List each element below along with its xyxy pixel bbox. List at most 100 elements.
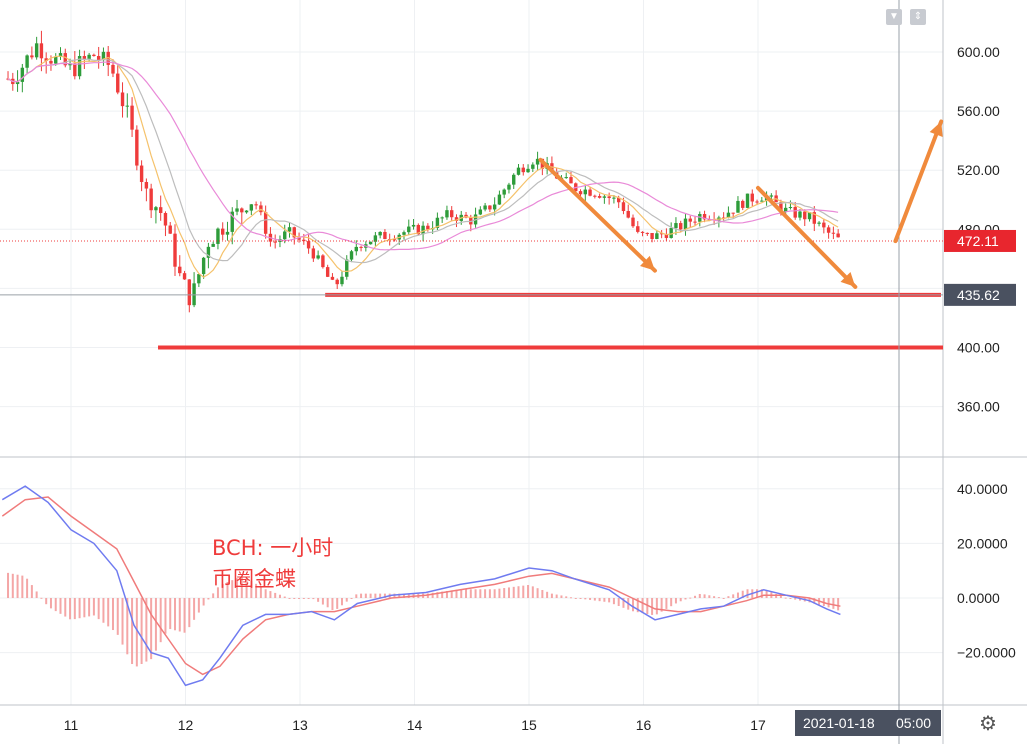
candle (779, 202, 783, 212)
crosshair-time-label: 05:00 (896, 715, 931, 731)
macd-histogram-bar (837, 598, 840, 611)
macd-histogram-bar (221, 583, 224, 598)
candle (192, 283, 196, 306)
candle (664, 234, 669, 238)
candle (707, 219, 712, 221)
candle (612, 197, 616, 199)
macd-histogram-bar (517, 586, 520, 598)
candle (225, 231, 230, 235)
candle (34, 43, 39, 58)
candle (607, 196, 611, 199)
candle (426, 225, 430, 230)
macd-line (1, 485, 841, 687)
macd-histogram-bar (698, 593, 701, 598)
time-tick-label: 14 (407, 717, 423, 733)
macd-histogram-bar (164, 598, 167, 634)
macd-histogram-bar (727, 596, 730, 598)
candle (383, 231, 387, 240)
macd-histogram-bar (832, 598, 835, 609)
macd-histogram-bar (507, 587, 510, 598)
candle (316, 255, 320, 259)
macd-tick-label: −20.0000 (957, 645, 1016, 661)
candle (826, 227, 831, 233)
candle (154, 207, 158, 211)
macd-histogram-bar (135, 598, 138, 667)
candle (435, 217, 440, 228)
time-tick-label: 12 (178, 717, 194, 733)
trend-arrowhead (840, 272, 856, 287)
macd-histogram-bar (765, 590, 768, 598)
macd-histogram-bar (760, 589, 763, 598)
macd-histogram-bar (560, 595, 563, 598)
macd-histogram-bar (283, 596, 286, 598)
macd-histogram-bar (30, 585, 33, 598)
macd-histogram-bar (140, 598, 143, 665)
macd-histogram-bar (188, 598, 191, 628)
macd-histogram-bar (655, 598, 658, 615)
candle (77, 56, 82, 77)
ma-slow-line (7, 61, 839, 251)
candle (569, 177, 573, 184)
macd-histogram-bar (26, 578, 29, 598)
time-tick-label: 17 (750, 717, 766, 733)
macd-histogram-bar (69, 598, 72, 620)
candle (812, 212, 816, 224)
candle (235, 208, 239, 212)
macd-histogram-bar (131, 598, 134, 665)
macd-histogram-bar (326, 598, 329, 608)
candle (702, 214, 707, 220)
candle (39, 43, 44, 59)
crosshair-price-label: 435.62 (957, 287, 1000, 303)
macd-histogram-bar (794, 598, 797, 600)
candle (139, 165, 144, 183)
candle (817, 222, 821, 224)
candle (636, 226, 640, 232)
crosshair-date-tag (795, 710, 941, 736)
trend-arrow (756, 185, 858, 289)
macd-histogram-bar (779, 595, 782, 598)
macd-histogram-bar (97, 598, 100, 620)
candle (416, 224, 421, 235)
macd-histogram-bar (259, 586, 262, 598)
macd-histogram-bar (64, 598, 67, 617)
macd-histogram-bar (598, 598, 601, 602)
macd-histogram-bar (827, 598, 830, 608)
candle (302, 239, 306, 242)
macd-histogram-bar (107, 598, 110, 627)
candle (378, 231, 382, 236)
macd-histogram-bar (555, 594, 558, 598)
macd-histogram-bar (350, 598, 353, 599)
macd-histogram-bar (512, 586, 515, 598)
candle (803, 211, 807, 220)
price-tick-label: 600.00 (957, 44, 1000, 60)
macd-histogram-bar (741, 590, 744, 598)
candle (535, 158, 540, 165)
macd-histogram-bar (345, 598, 348, 602)
macd-histogram-bar (340, 598, 343, 606)
macd-histogram-bar (202, 598, 205, 606)
candle (130, 105, 134, 130)
candle (368, 241, 373, 245)
candle (588, 189, 592, 196)
macd-histogram-bar (479, 589, 482, 598)
candle (92, 54, 96, 57)
candle (402, 232, 406, 235)
price-tick-label: 400.00 (957, 340, 1000, 356)
macd-histogram-bar (503, 588, 506, 598)
candle (206, 246, 211, 258)
candle (373, 235, 378, 242)
macd-histogram-bar (474, 589, 477, 598)
triangle-down-icon[interactable]: ▼ (886, 9, 902, 25)
macd-histogram-bar (403, 593, 406, 598)
candle (68, 63, 72, 66)
candle (760, 200, 764, 202)
updown-arrows-icon[interactable]: ⇕ (910, 9, 926, 25)
gear-icon[interactable]: ⚙ (979, 713, 997, 735)
macd-histogram-bar (40, 597, 43, 599)
candle (454, 217, 459, 221)
macd-histogram-bar (703, 594, 706, 598)
macd-histogram-bar (369, 593, 372, 598)
candle (807, 212, 812, 220)
